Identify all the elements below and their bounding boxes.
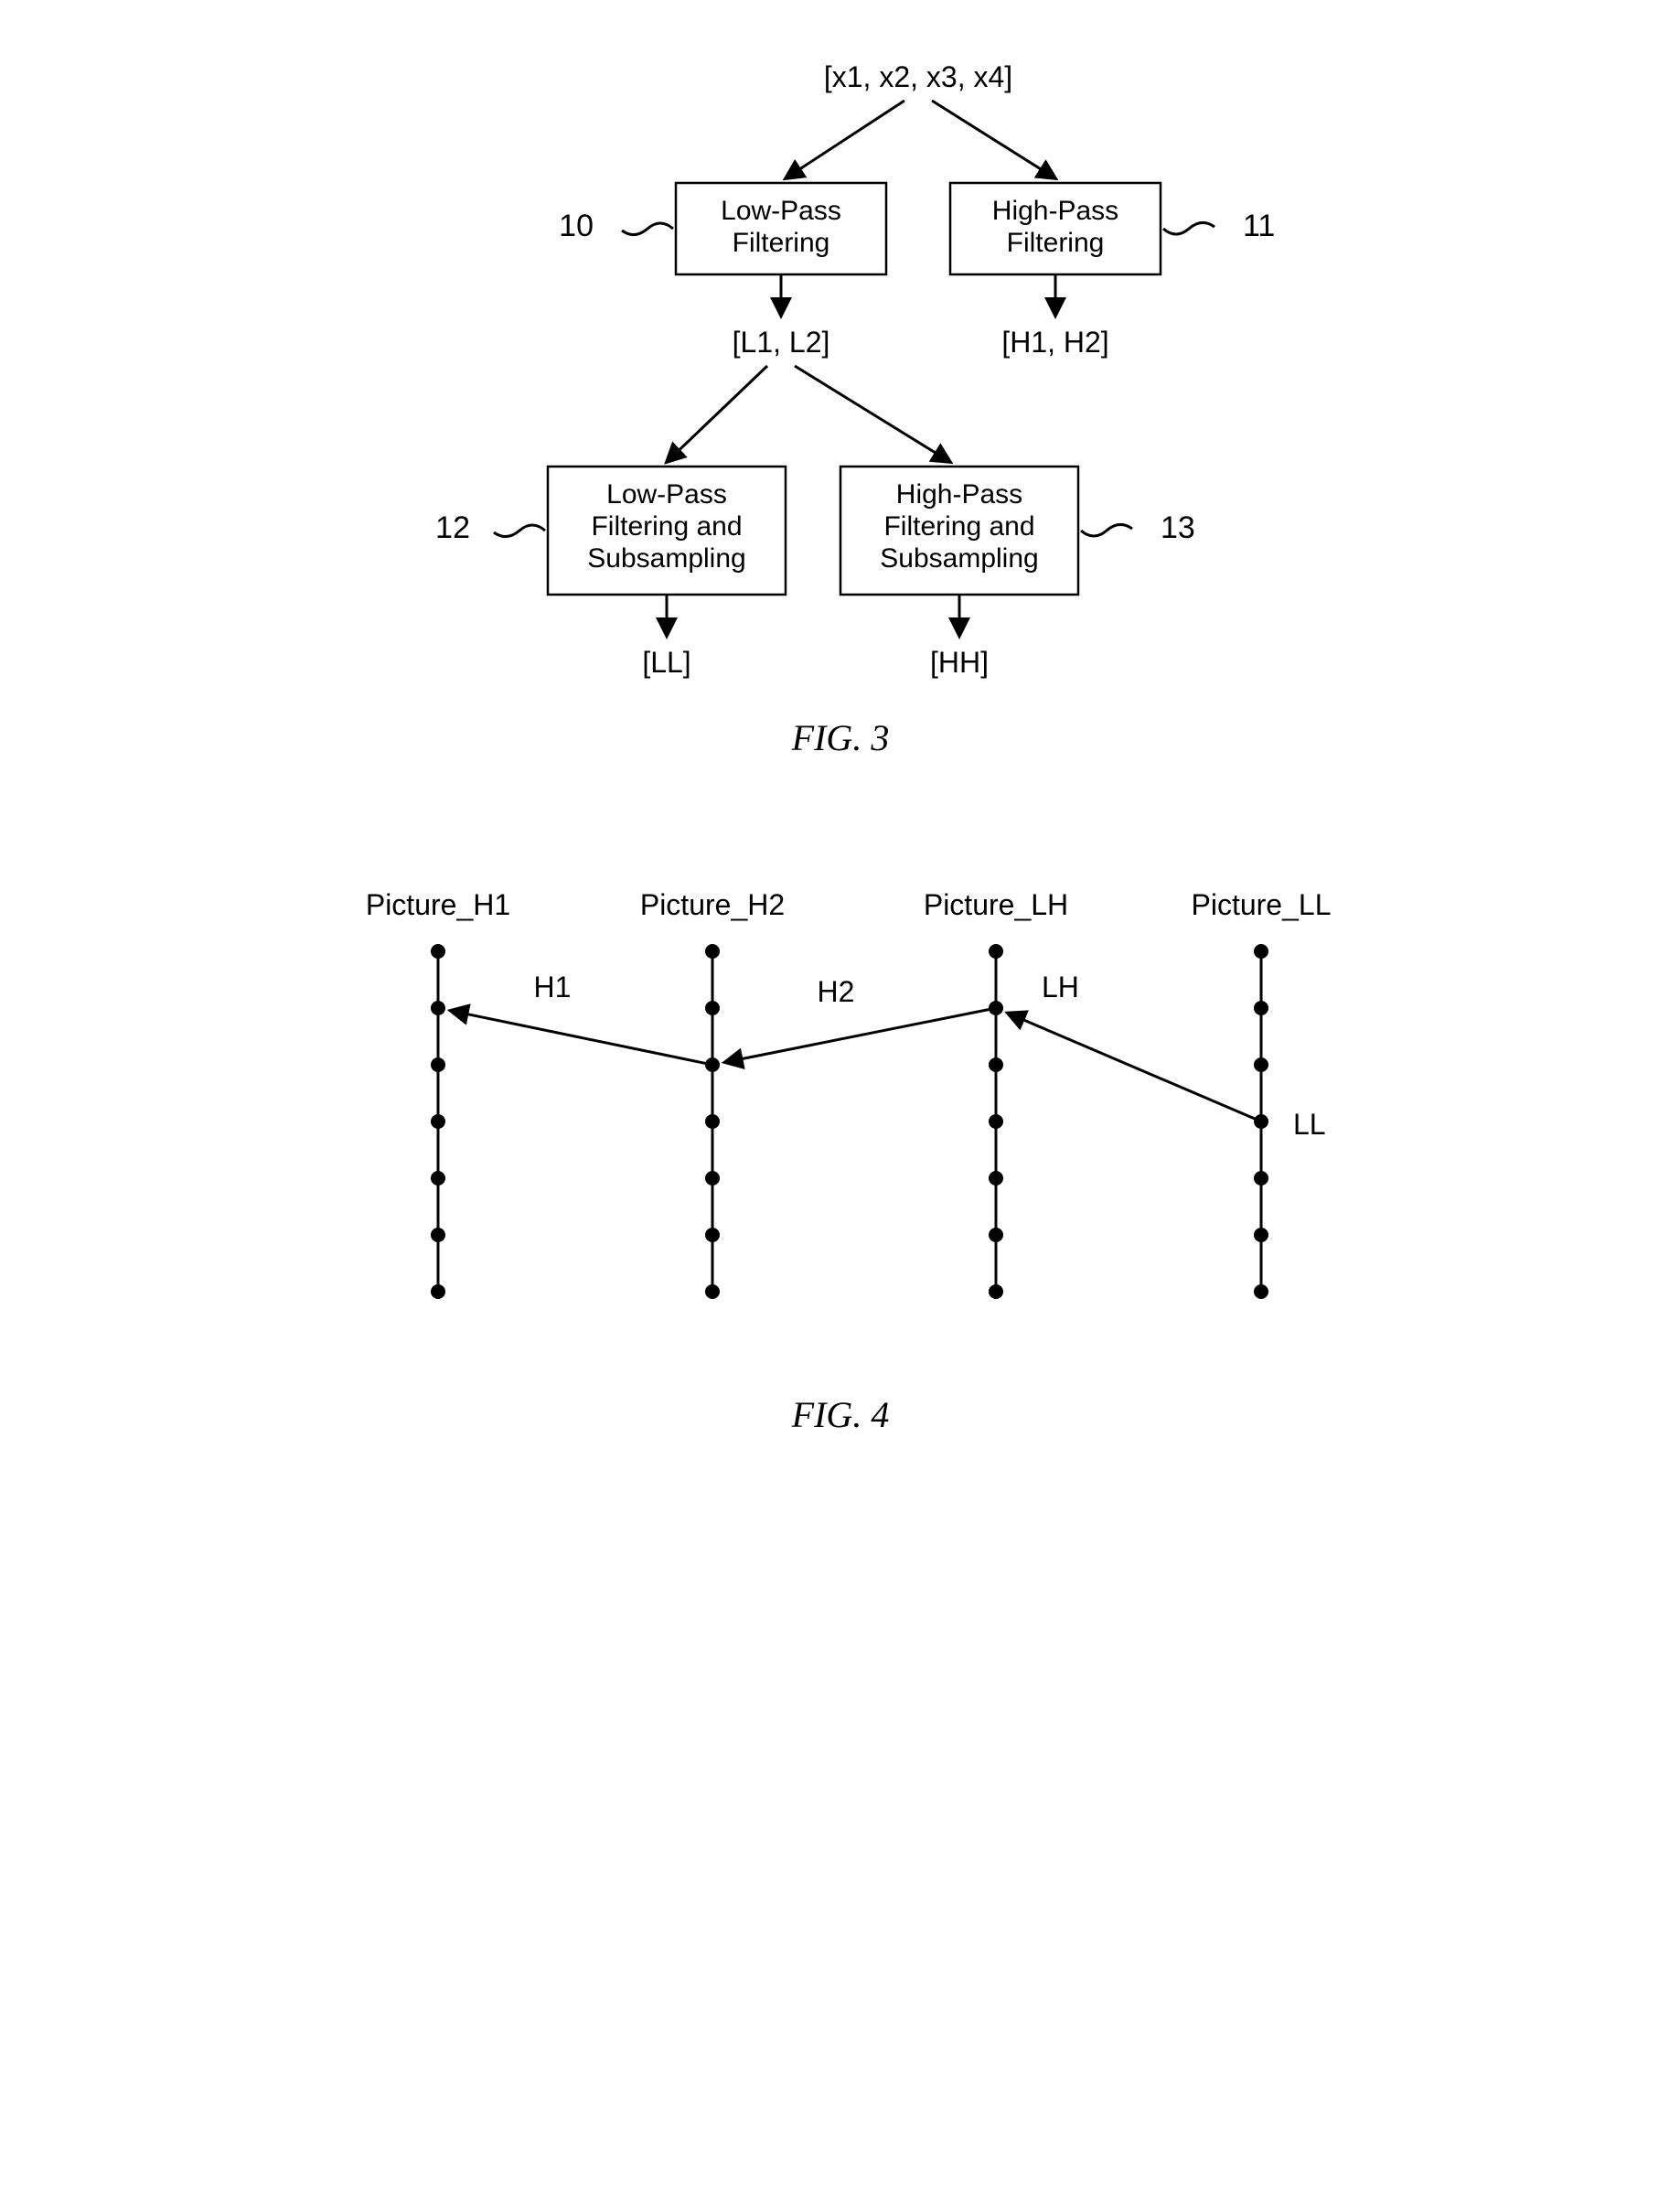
fig4-label-LL: LL xyxy=(1293,1108,1326,1141)
fig4-col-title: Picture_LL xyxy=(1191,888,1331,921)
fig4-dot xyxy=(705,1114,720,1129)
fig3-edge-L-right xyxy=(795,366,950,462)
fig3-ref-10-connector xyxy=(622,223,673,235)
fig3-caption: FIG. 3 xyxy=(790,717,889,758)
fig4-dot xyxy=(431,1171,445,1186)
fig4-dot xyxy=(989,1284,1003,1299)
fig4-svg: Picture_H1 Picture_H2 Picture_LH Picture_LL… xyxy=(292,860,1389,1464)
fig4-edge xyxy=(724,1008,995,1062)
fig3-node-13-line3: Subsampling xyxy=(880,543,1038,574)
fig4-col-title: Picture_LH xyxy=(923,888,1067,921)
fig3-ref-12-connector xyxy=(494,525,545,537)
fig3-ref-12: 12 xyxy=(435,510,470,545)
fig4-col-title: Picture_H1 xyxy=(365,888,509,921)
fig3-node-12-line3: Subsampling xyxy=(587,543,745,574)
fig3-edge-top-left xyxy=(786,101,904,178)
fig4-dot xyxy=(1254,1001,1268,1015)
fig3-out-LL: [LL] xyxy=(642,646,690,679)
fig4-edge xyxy=(1007,1014,1260,1121)
fig3-ref-13: 13 xyxy=(1161,510,1195,545)
fig4-dot xyxy=(1254,1057,1268,1072)
fig4-dot xyxy=(705,1284,720,1299)
fig3-out-HH: [HH] xyxy=(930,646,989,679)
fig4-edge xyxy=(450,1011,712,1065)
fig4-edges: H1 H2 xyxy=(450,971,1260,1121)
fig3-ref-11: 11 xyxy=(1243,209,1275,243)
fig3-edge-L-left xyxy=(667,366,767,462)
fig3-node-13-line2: Filtering and xyxy=(883,511,1034,542)
fig3-ref-13-connector xyxy=(1081,524,1132,536)
fig4-col-title: Picture_H2 xyxy=(639,888,784,921)
fig3-edge-top-right xyxy=(932,101,1055,178)
fig4-dot xyxy=(431,944,445,959)
fig4-dot xyxy=(989,1057,1003,1072)
fig4-dot xyxy=(989,1114,1003,1129)
fig3-node-12-line2: Filtering and xyxy=(591,511,742,542)
fig3-top-label: [x1, x2, x3, x4] xyxy=(823,60,1011,93)
fig4-dot xyxy=(989,1171,1003,1186)
fig4-edge-label: H2 xyxy=(817,975,854,1008)
fig3-ref-10: 10 xyxy=(559,209,594,243)
fig3-mid-L: [L1, L2] xyxy=(732,326,829,359)
fig3-ref-11-connector xyxy=(1163,222,1215,234)
fig4-dot xyxy=(1254,1228,1268,1242)
fig4-caption: FIG. 4 xyxy=(790,1394,889,1435)
fig4-dot xyxy=(431,1228,445,1242)
fig3-node-13-line1: High-Pass xyxy=(895,479,1022,510)
fig3-node-10-line1: Low-Pass xyxy=(721,196,841,226)
fig4-dot xyxy=(705,1171,720,1186)
fig4-dot xyxy=(431,1057,445,1072)
fig4-dot xyxy=(1254,944,1268,959)
fig4-label-LH: LH xyxy=(1042,971,1079,1003)
fig3-mid-H: [H1, H2] xyxy=(1001,326,1108,359)
fig4-dot xyxy=(1254,1284,1268,1299)
fig4-dot xyxy=(705,944,720,959)
fig4-dot xyxy=(989,1228,1003,1242)
fig3-node-11-line2: Filtering xyxy=(1006,228,1104,258)
fig4-dot xyxy=(1254,1171,1268,1186)
fig4-dot xyxy=(705,1228,720,1242)
fig3-svg: [x1, x2, x3, x4] Low-Pass Filtering 10 H… xyxy=(383,37,1298,787)
fig3-node-12-line1: Low-Pass xyxy=(606,479,727,510)
fig3-node-11-line1: High-Pass xyxy=(991,196,1118,226)
fig4-dot xyxy=(431,1284,445,1299)
fig4-columns: Picture_H1 Picture_H2 Picture_LH Picture_LL xyxy=(365,888,1331,1299)
fig4-dot xyxy=(431,1001,445,1015)
fig4-dot xyxy=(989,944,1003,959)
fig4-edge-label: H1 xyxy=(533,971,571,1003)
fig4-dot xyxy=(705,1001,720,1015)
fig4-dot xyxy=(431,1114,445,1129)
fig3-node-10-line2: Filtering xyxy=(732,228,829,258)
